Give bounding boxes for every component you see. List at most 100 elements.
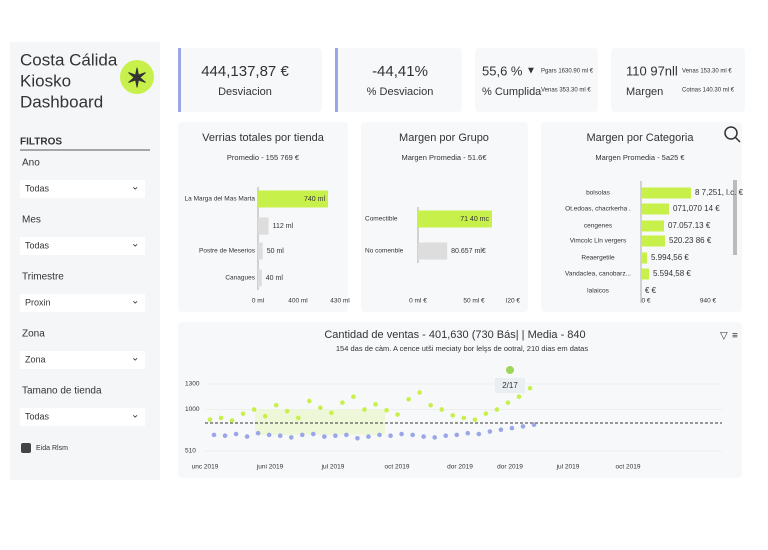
dropdown-value: Proxin [25,297,51,307]
point [461,415,467,421]
bar [258,242,263,260]
point [351,394,356,400]
button-label: Eida Rlsm [36,445,68,452]
point [229,418,235,423]
chevron: ⌄ [131,182,139,193]
panel-title: Margen por Grupo [399,132,489,144]
annotation-dot [506,366,514,374]
filter-label: Tamano de tienda [22,386,102,397]
panel-subtitle: Margen Promedia - 51.6€ [401,153,487,162]
dropdown-value: Todas [25,183,50,193]
bar-label: bolsolas [586,190,611,197]
kpi-card [611,48,745,112]
chevron: ⌄ [131,296,139,307]
bar-value: 5.594,58 € [653,269,691,278]
y-tick-label: 510 [185,448,196,455]
point [487,429,493,434]
point [465,430,471,436]
bar-label: La Marga del Mas Marta [185,196,256,203]
point [483,411,489,416]
bar [258,217,269,235]
point [307,398,312,404]
point [333,433,338,439]
kpi-side: Cotnas 140.30 ml € [682,88,735,94]
kpi-accent [178,48,181,112]
sales-title: Cantidad de ventas - 401,630 (730 Bás| |… [324,329,585,341]
menu-icon[interactable]: ≡ [732,331,738,342]
point [472,417,478,422]
point [498,427,504,433]
dropdown[interactable] [20,408,145,426]
dropdown[interactable] [20,237,145,255]
point [362,407,367,412]
x-tick-label: dor 2019 [497,464,523,471]
bar-label: No comenble [365,248,404,255]
point [340,400,345,405]
point [284,408,290,414]
bar-label: lalaicos [587,288,609,295]
bar-value: 40 ml [266,275,284,282]
button-icon[interactable] [21,443,31,453]
point [494,407,500,412]
down-arrow: ▼ [526,66,536,77]
x-tick-label: juni 2019 [256,464,284,471]
point [207,417,213,422]
bar-value: 520.23 86 € [669,236,712,245]
logo [120,60,154,94]
bar-label: Vimcolc Lln vergers [570,238,627,245]
point [520,424,526,429]
sales-subtitle: 154 das de càm. A cence utši meciaty bor… [336,344,588,353]
panel-subtitle: Margen Promedia - 5a25 € [595,153,685,162]
point [450,413,456,418]
point [505,400,511,405]
y-tick-label: 1300 [185,381,200,388]
bar-label: Canagues [225,275,255,282]
kpi-value: 444,137,87 € [201,63,289,80]
point [251,407,257,412]
dropdown[interactable] [20,180,145,198]
bar [641,220,664,232]
point [428,402,433,408]
dropdown[interactable] [20,351,145,369]
point [218,415,224,421]
title: Dashboard [20,92,103,111]
x-tick-label: oct 2019 [385,464,410,471]
panel [178,122,348,312]
bar-value: 80.657 ml€ [451,248,486,255]
point [432,435,437,440]
point [318,405,323,411]
filter-label: Ano [22,158,40,169]
axis-label: 940 € [700,298,717,305]
bar [258,190,328,208]
bar-value: 07.057.13 € [668,221,711,230]
point [406,396,411,402]
point [329,410,334,416]
search-icon[interactable] [724,126,738,140]
bar-value: € € [645,286,657,295]
filter-icon[interactable]: ▽ [720,331,728,342]
point [399,431,404,437]
point [373,402,378,407]
annotation: 2/17 [502,381,518,390]
kpi-side: Venas 153.30 ml € [682,69,732,75]
kpi-value: 55,6 % [482,63,523,78]
filter-label: Zona [22,329,45,340]
bar [418,242,448,260]
point [476,431,482,437]
logo-star: ✶ [126,63,148,93]
panel-subtitle: Promedio - 155 769 € [227,153,300,162]
bar-value: 112 ml [273,223,294,230]
point [454,432,460,438]
point [388,433,393,439]
panel [178,322,742,478]
point [233,431,239,437]
kpi-card [475,48,598,112]
kpi-side: Pgars 1630.90 ml € [541,69,594,75]
bar [641,268,649,280]
kpi-side: Venas 353.30 ml € [541,88,591,94]
panel-title: Margen por Categoria [586,132,694,144]
chevron: ⌄ [131,353,139,364]
point [377,432,382,438]
dropdown-value: Todas [25,411,50,421]
dropdown[interactable] [20,294,145,312]
